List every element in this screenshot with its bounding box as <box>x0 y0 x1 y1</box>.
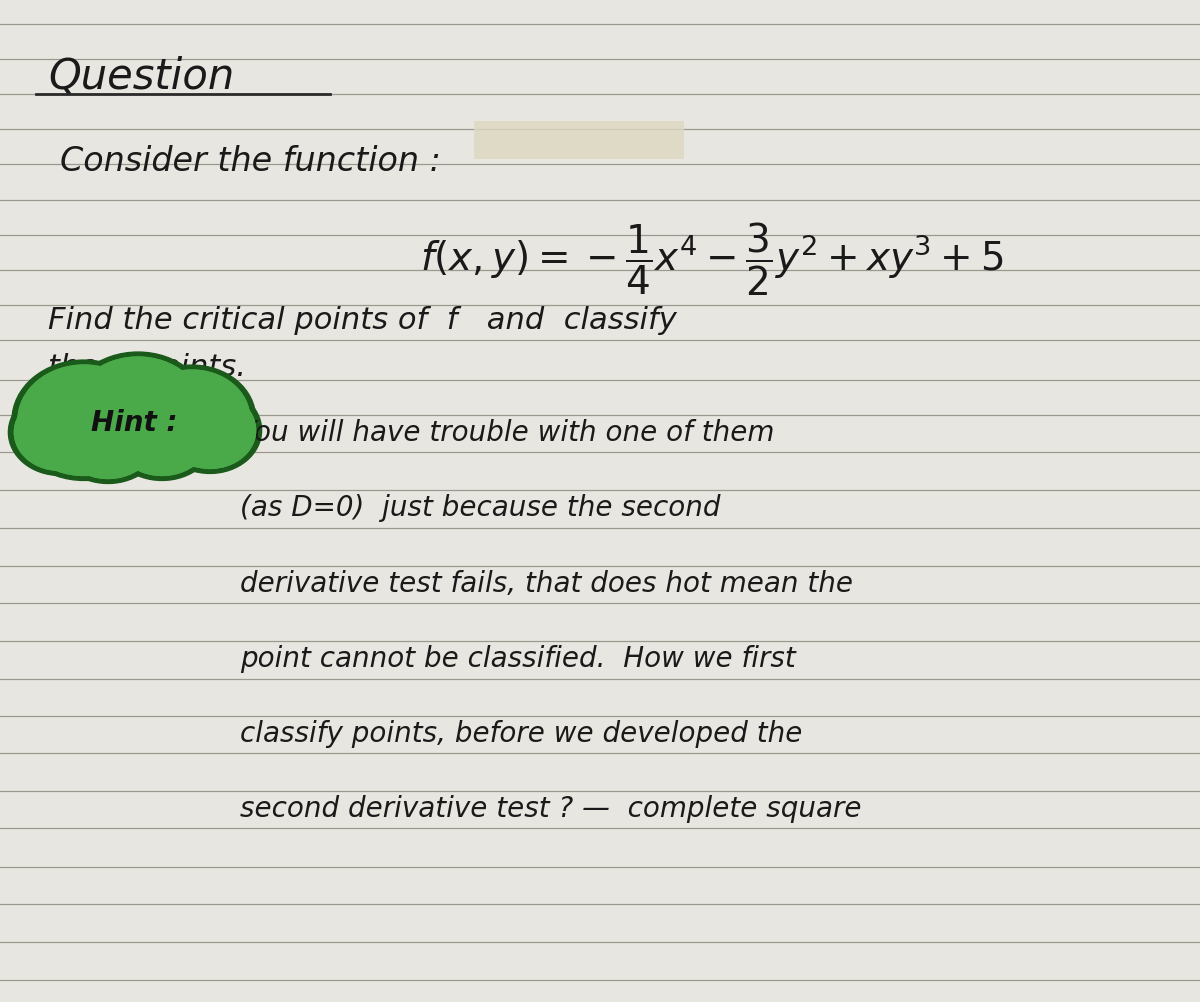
FancyBboxPatch shape <box>474 122 684 160</box>
Circle shape <box>114 396 210 476</box>
Circle shape <box>158 388 262 474</box>
Circle shape <box>14 395 106 471</box>
Circle shape <box>18 366 150 476</box>
Circle shape <box>134 371 250 467</box>
Text: these points.: these points. <box>48 353 246 382</box>
Circle shape <box>60 399 156 479</box>
Text: $f(x, y) = -\dfrac{1}{4}x^4 - \dfrac{3}{2}y^2 + xy^3 + 5$: $f(x, y) = -\dfrac{1}{4}x^4 - \dfrac{3}{… <box>420 220 1003 298</box>
Circle shape <box>14 395 106 471</box>
Circle shape <box>60 399 156 479</box>
Text: Consider the function :: Consider the function : <box>60 145 440 178</box>
Text: You will have trouble with one of them: You will have trouble with one of them <box>240 419 774 447</box>
Circle shape <box>108 391 216 481</box>
Circle shape <box>8 390 112 476</box>
Text: (as D=0)  just because the second: (as D=0) just because the second <box>240 494 720 522</box>
Circle shape <box>114 396 210 476</box>
Circle shape <box>128 366 256 472</box>
Text: Hint :: Hint : <box>91 409 178 437</box>
Text: Find the critical points of  f   and  classify: Find the critical points of f and classi… <box>48 306 677 335</box>
Circle shape <box>12 361 156 481</box>
Circle shape <box>72 358 204 468</box>
Text: point cannot be classified.  How we first: point cannot be classified. How we first <box>240 644 796 672</box>
Circle shape <box>72 358 204 468</box>
Text: Question: Question <box>48 55 234 97</box>
Text: classify points, before we developed the: classify points, before we developed the <box>240 719 803 747</box>
Text: derivative test fails, that does hot mean the: derivative test fails, that does hot mea… <box>240 569 853 597</box>
Circle shape <box>18 366 150 476</box>
Circle shape <box>54 394 162 484</box>
Circle shape <box>164 393 256 469</box>
Circle shape <box>164 393 256 469</box>
Circle shape <box>66 353 210 473</box>
Circle shape <box>134 371 250 467</box>
Text: second derivative test ? —  complete square: second derivative test ? — complete squa… <box>240 795 862 823</box>
